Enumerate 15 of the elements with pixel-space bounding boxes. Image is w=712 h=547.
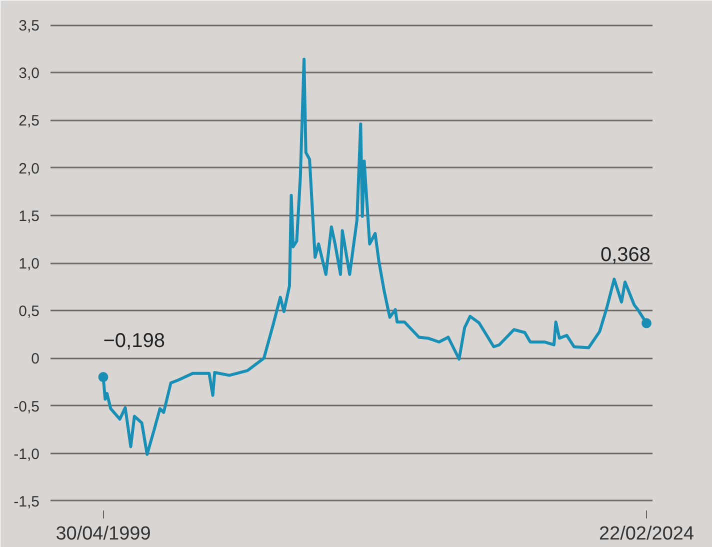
y-tick-label: -1,0 [14,446,40,463]
annotation: −0,198 [103,330,165,352]
x-tick-label: 22/02/2024 [598,524,694,544]
annotation: 0,368 [600,244,651,266]
y-tick-label: 2,0 [18,160,40,178]
y-tick-label: 1,0 [18,256,40,272]
y-tick-label: -1,5 [14,493,40,510]
y-tick-label: 3,5 [18,18,40,35]
y-tick-label: 0 [31,350,40,368]
y-tick-label: 2,5 [18,112,40,130]
x-tick-label: 30/04/1999 [56,524,151,544]
y-tick-label: -0,5 [14,398,40,416]
y-tick-label: 0,5 [18,303,40,320]
y-tick-label: 3,0 [18,65,40,82]
y-tick-label: 1,5 [18,208,40,225]
